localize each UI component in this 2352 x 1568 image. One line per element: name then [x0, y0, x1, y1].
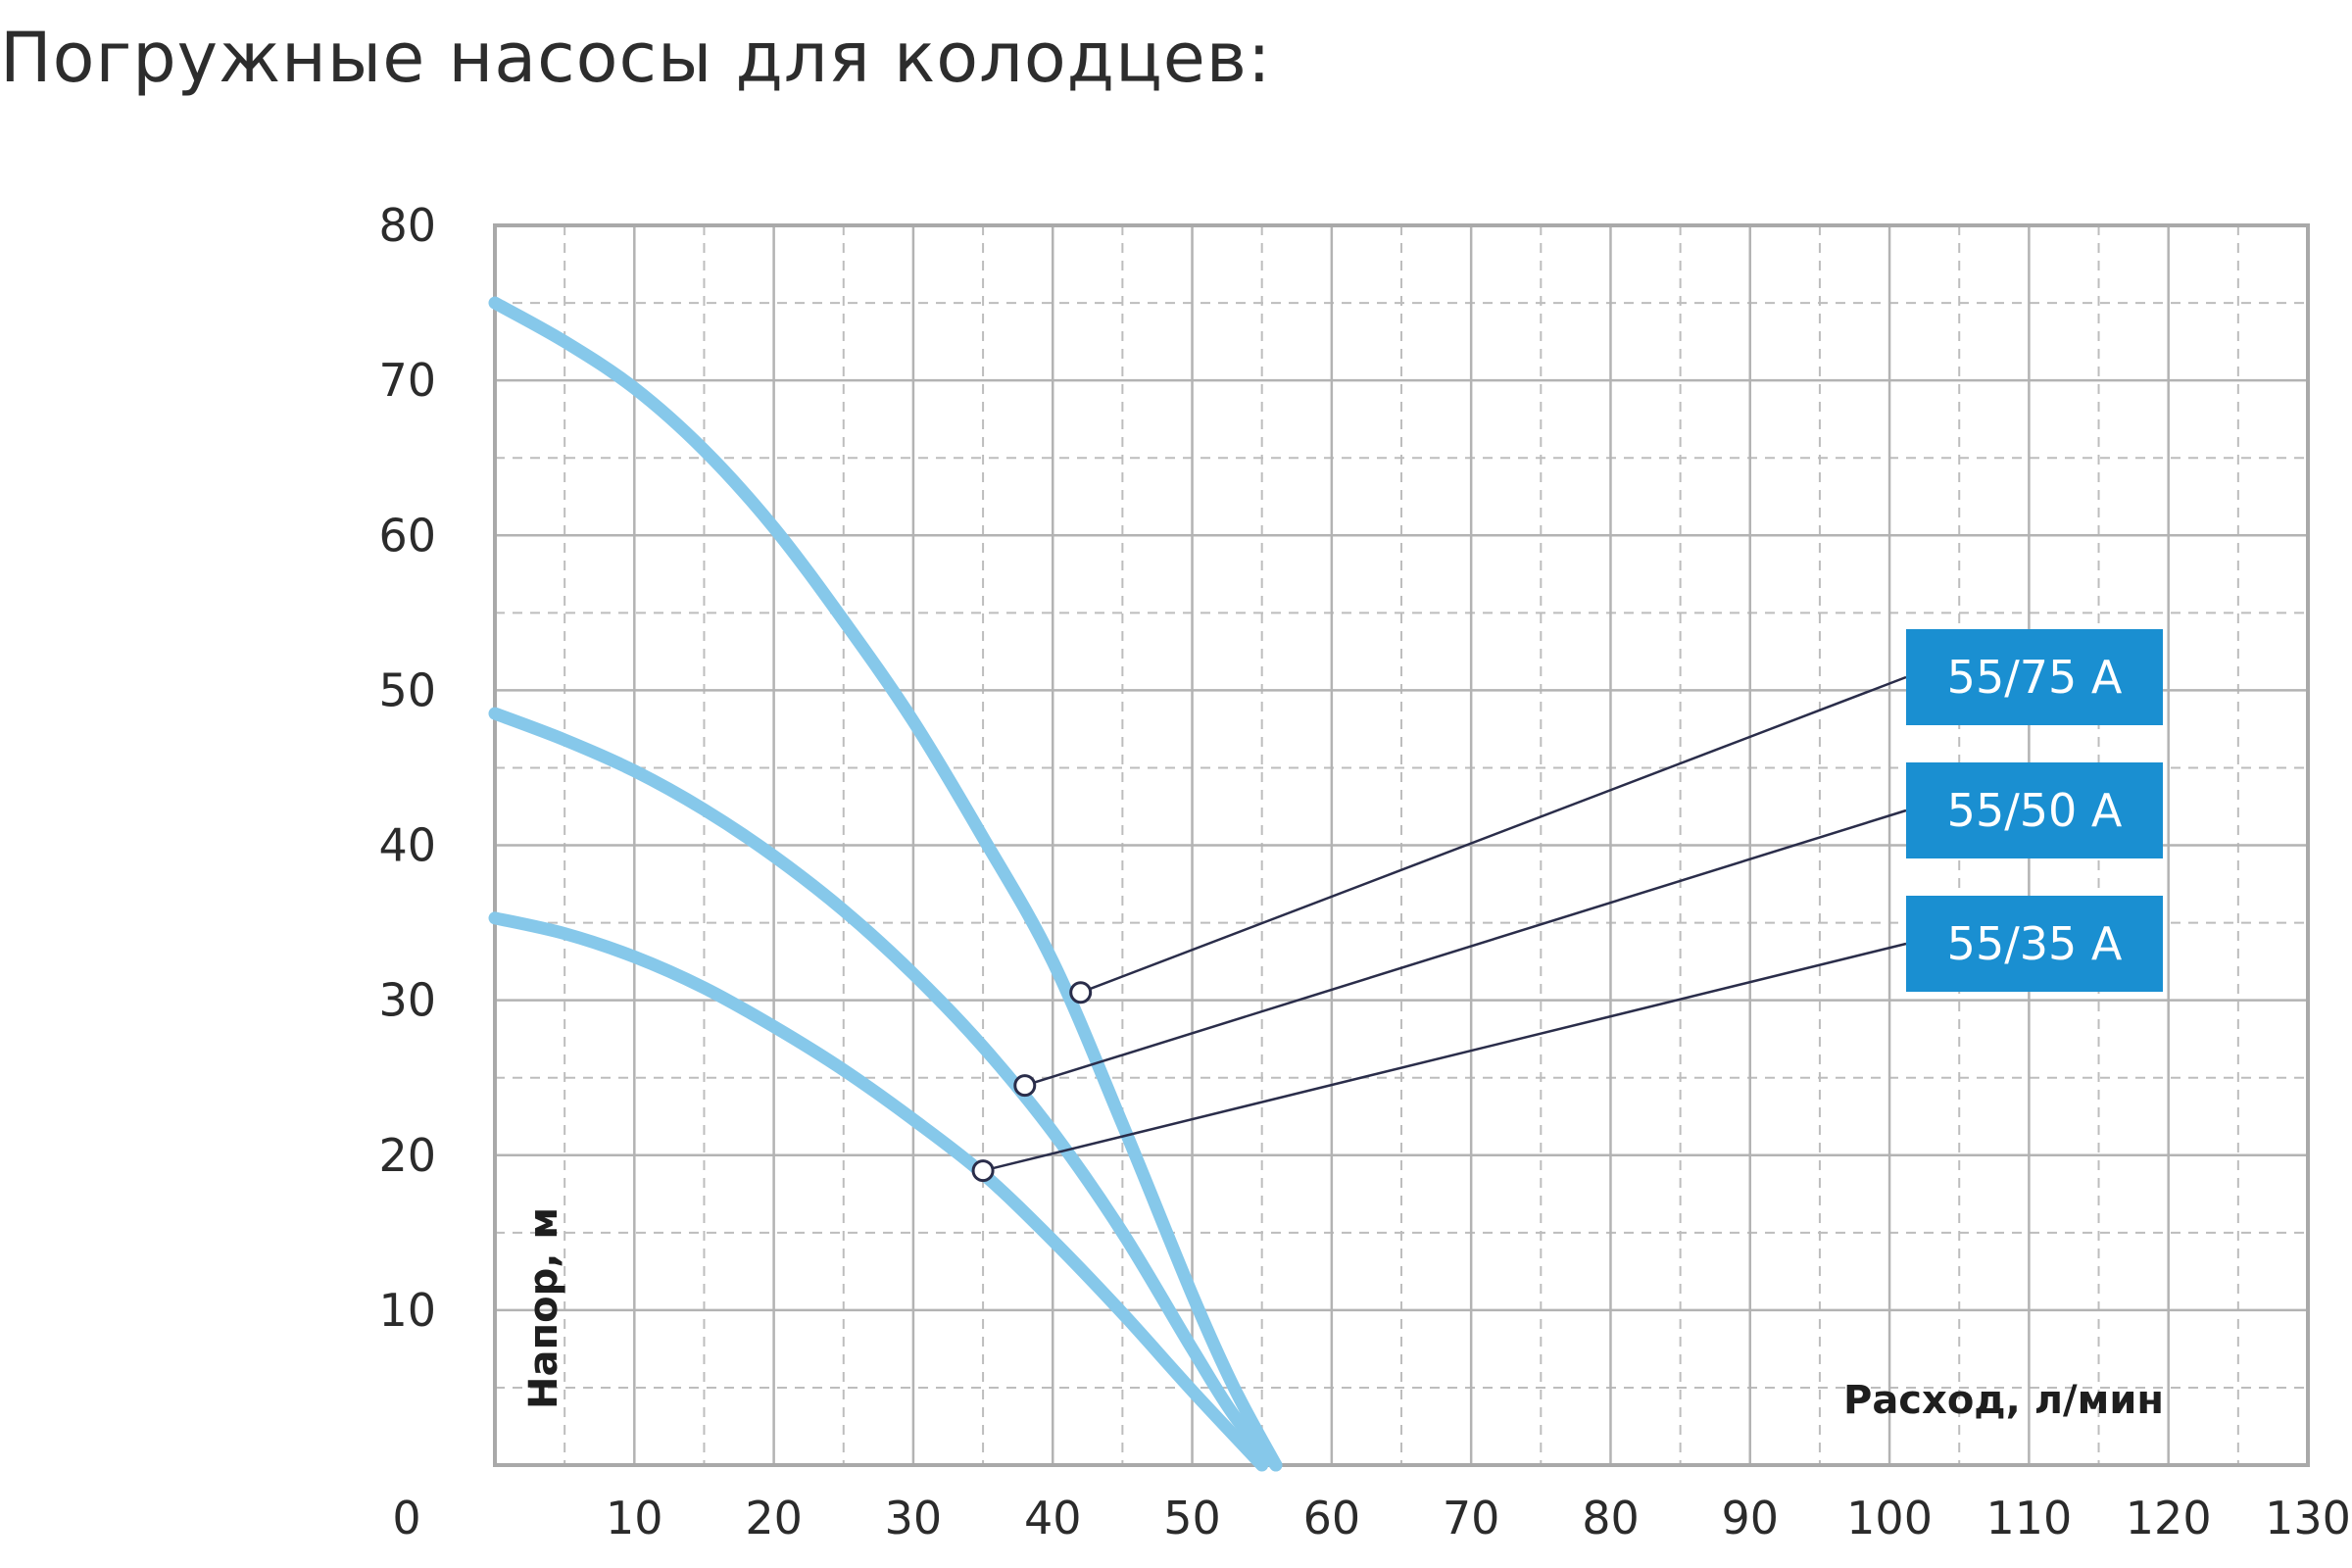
curve-55-35-a	[488, 911, 1269, 1472]
x-tick-label: 80	[1582, 1492, 1640, 1544]
legend-label: 55/35 A	[1947, 917, 2123, 970]
legend-box	[1906, 896, 2163, 992]
y-tick-label: 80	[378, 199, 436, 252]
x-tick-label: 60	[1303, 1492, 1361, 1544]
x-axis-ticks: 0 10 20 30 40 50 60 70 80 90 100 110 120 130	[392, 1492, 2351, 1544]
y-tick-label: 10	[378, 1284, 436, 1337]
x-tick-label: 10	[606, 1492, 663, 1544]
curve-marker	[1069, 981, 1093, 1004]
x-tick-label: 100	[1846, 1492, 1933, 1544]
legend-box	[1906, 629, 2163, 725]
curve-55-50-a	[488, 707, 1283, 1472]
curve-marker	[971, 1159, 995, 1183]
legend-label: 55/75 A	[1947, 651, 2123, 704]
x-tick-label: 0	[392, 1492, 420, 1544]
x-tick-label: 20	[745, 1492, 803, 1544]
legend-box	[1906, 762, 2163, 858]
y-tick-label: 60	[378, 509, 436, 562]
y-tick-label: 30	[378, 974, 436, 1027]
x-axis-label: Расход, л/мин	[1843, 1378, 2164, 1423]
x-tick-label: 50	[1163, 1492, 1221, 1544]
plot-frame	[493, 223, 2310, 1467]
y-tick-label: 20	[378, 1129, 436, 1182]
leader-line	[982, 942, 1907, 1172]
x-tick-label: 130	[2265, 1492, 2351, 1544]
y-tick-label: 40	[378, 819, 436, 872]
x-tick-label: 110	[1985, 1492, 2072, 1544]
x-tick-label: 120	[2126, 1492, 2212, 1544]
legend-label: 55/50 A	[1947, 784, 2123, 837]
legend: 55/75 A 55/50 A 55/35 A	[1906, 629, 2163, 992]
y-tick-label: 70	[378, 354, 436, 407]
x-tick-label: 90	[1721, 1492, 1779, 1544]
y-axis-label: Напор, м	[521, 1207, 566, 1409]
page-title: Погружные насосы для колодцев:	[0, 18, 1272, 98]
x-tick-label: 70	[1443, 1492, 1500, 1544]
leader-line	[1080, 675, 1907, 994]
x-tick-label: 40	[1024, 1492, 1082, 1544]
legend-leader-lines	[982, 675, 1907, 1172]
y-axis-ticks: 10 20 30 40 50 60 70 80	[378, 199, 436, 1337]
y-tick-label: 50	[378, 663, 436, 716]
curve-marker	[1013, 1074, 1037, 1098]
x-tick-label: 30	[885, 1492, 943, 1544]
grid-major	[495, 225, 2308, 1465]
pump-curves	[488, 296, 1283, 1472]
curve-55-75-a	[488, 296, 1283, 1472]
leader-line	[1024, 808, 1907, 1087]
curve-markers	[971, 981, 1093, 1183]
